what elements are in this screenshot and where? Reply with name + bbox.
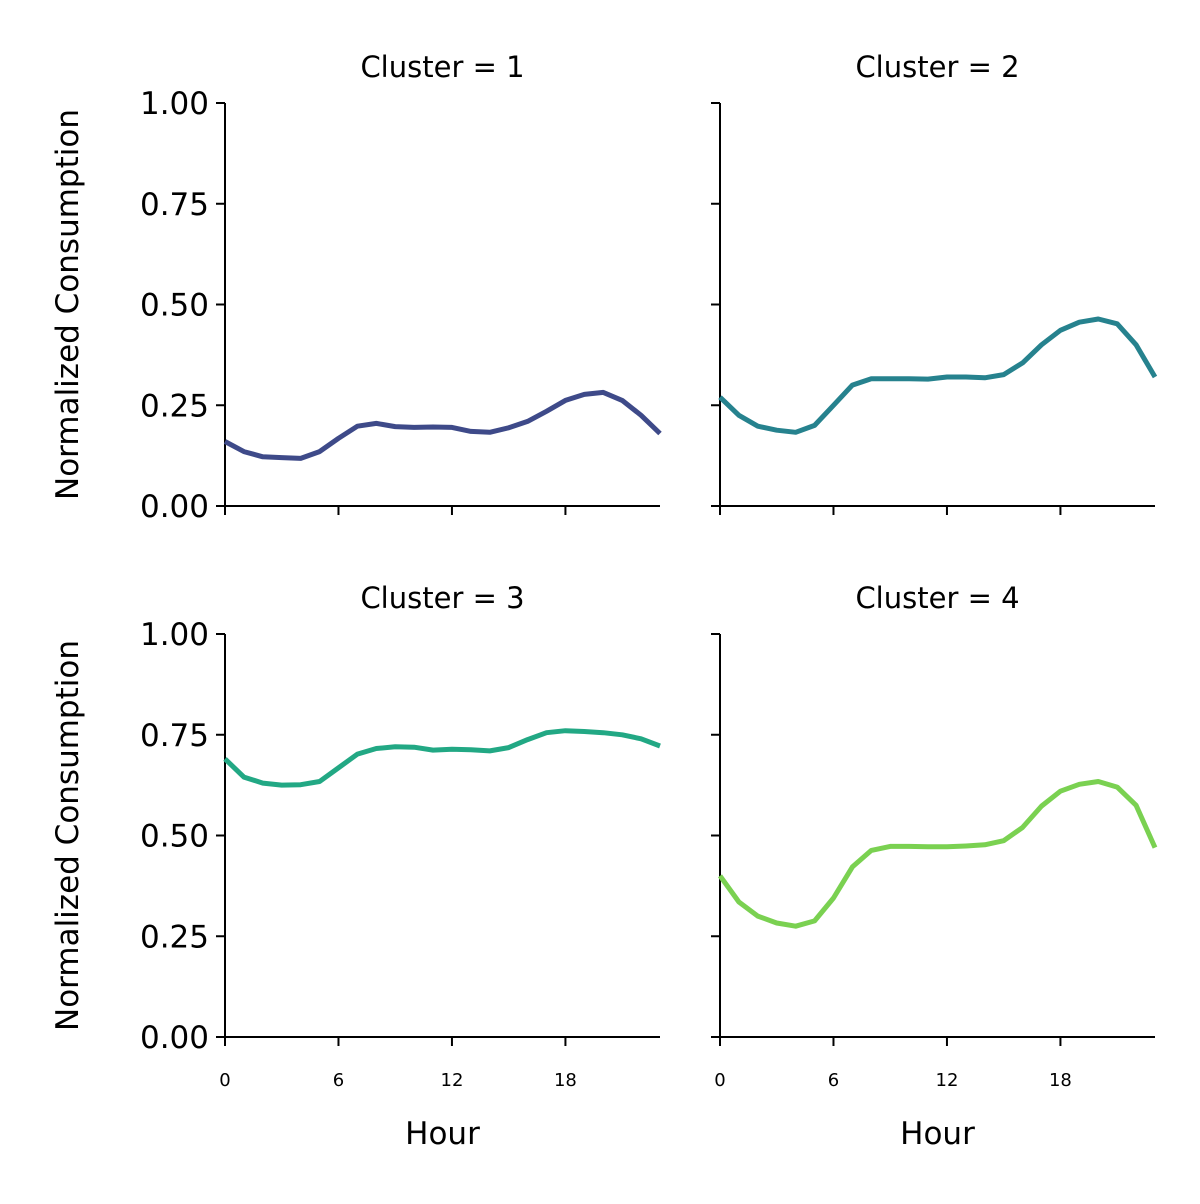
- y-tick-label: 0.00: [140, 1020, 209, 1056]
- y-tick-label: 0.75: [140, 718, 209, 754]
- x-tick-label: 18: [1049, 1070, 1072, 1091]
- x-tick-label: 0: [219, 1070, 230, 1091]
- panel-title: Cluster = 4: [855, 581, 1019, 615]
- x-tick-label: 18: [554, 1070, 577, 1091]
- y-tick-label: 0.75: [140, 187, 209, 223]
- y-tick-label: 0.25: [140, 388, 209, 424]
- x-tick-label: 6: [828, 1070, 839, 1091]
- y-tick-label: 0.25: [140, 919, 209, 955]
- y-axis-label: Normalized Consumption: [50, 109, 86, 500]
- panel-title: Cluster = 2: [855, 50, 1019, 84]
- series-line-cluster-3: [223, 728, 661, 788]
- panel-title: Cluster = 3: [360, 581, 524, 615]
- panel-title: Cluster = 1: [360, 50, 524, 84]
- y-tick-label: 1.00: [140, 86, 209, 122]
- series-line-cluster-1: [223, 389, 662, 461]
- x-tick-label: 6: [333, 1070, 344, 1091]
- y-tick-label: 1.00: [140, 617, 209, 653]
- y-tick-label: 0.50: [140, 819, 209, 855]
- x-tick-label: 0: [714, 1070, 725, 1091]
- x-tick-label: 12: [441, 1070, 464, 1091]
- x-tick-label: 12: [936, 1070, 959, 1091]
- y-axis-label: Normalized Consumption: [50, 640, 86, 1031]
- y-tick-label: 0.00: [140, 489, 209, 525]
- x-axis-label: Hour: [900, 1116, 975, 1152]
- y-tick-label: 0.50: [140, 288, 209, 324]
- x-axis-label: Hour: [405, 1116, 480, 1152]
- series-line-cluster-4: [717, 779, 1158, 929]
- series-line-cluster-2: [718, 316, 1158, 435]
